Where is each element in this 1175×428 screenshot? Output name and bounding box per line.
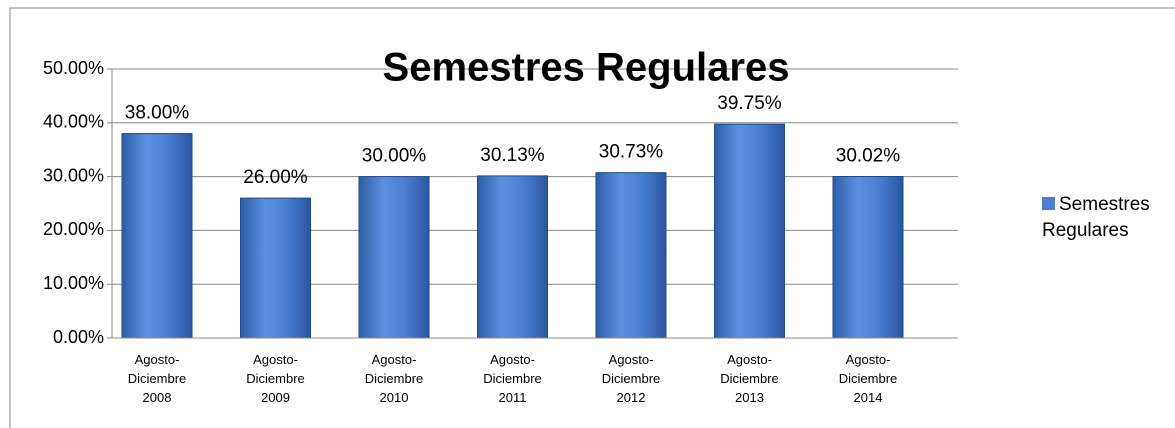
chart-border	[9, 7, 1175, 428]
data-label: 30.73%	[599, 142, 664, 163]
x-tick-label: Agosto-Diciembre 2009	[246, 352, 305, 405]
x-tick-label: Agosto-Diciembre 2014	[838, 352, 898, 405]
x-tick-label: Agosto-Diciembre 2012	[601, 352, 661, 405]
x-tick-label: Agosto-Diciembre 2013	[720, 352, 779, 405]
y-tick-label: 20.00%	[43, 219, 104, 239]
x-tick-label: Agosto-Diciembre 2011	[483, 352, 542, 405]
legend-label: Semestres Regulares	[1042, 194, 1150, 241]
data-label: 38.00%	[125, 103, 190, 124]
data-label: 30.13%	[480, 145, 545, 166]
x-tick-label: Agosto-Diciembre 2010	[364, 352, 424, 405]
bar	[595, 172, 667, 339]
data-label: 39.75%	[717, 93, 782, 114]
bar	[832, 175, 904, 339]
x-tick-label: Agosto-Diciembre 2008	[127, 352, 187, 405]
y-tick-label: 40.00%	[43, 112, 104, 132]
data-label: 30.02%	[836, 146, 901, 167]
y-tick-label: 0.00%	[53, 327, 104, 347]
data-label: 26.00%	[243, 167, 308, 188]
bar	[240, 197, 311, 339]
y-tick-label: 50.00%	[43, 58, 104, 78]
bar	[477, 175, 548, 339]
bar	[714, 123, 785, 339]
bar	[121, 133, 193, 339]
legend: Semestres Regulares	[1042, 192, 1162, 244]
y-tick-label: 30.00%	[43, 165, 104, 185]
bar	[358, 176, 430, 339]
chart-title: Semestres Regulares	[383, 46, 790, 90]
legend-swatch	[1042, 197, 1055, 210]
data-label: 30.00%	[362, 146, 427, 167]
y-tick-label: 10.00%	[43, 273, 104, 293]
